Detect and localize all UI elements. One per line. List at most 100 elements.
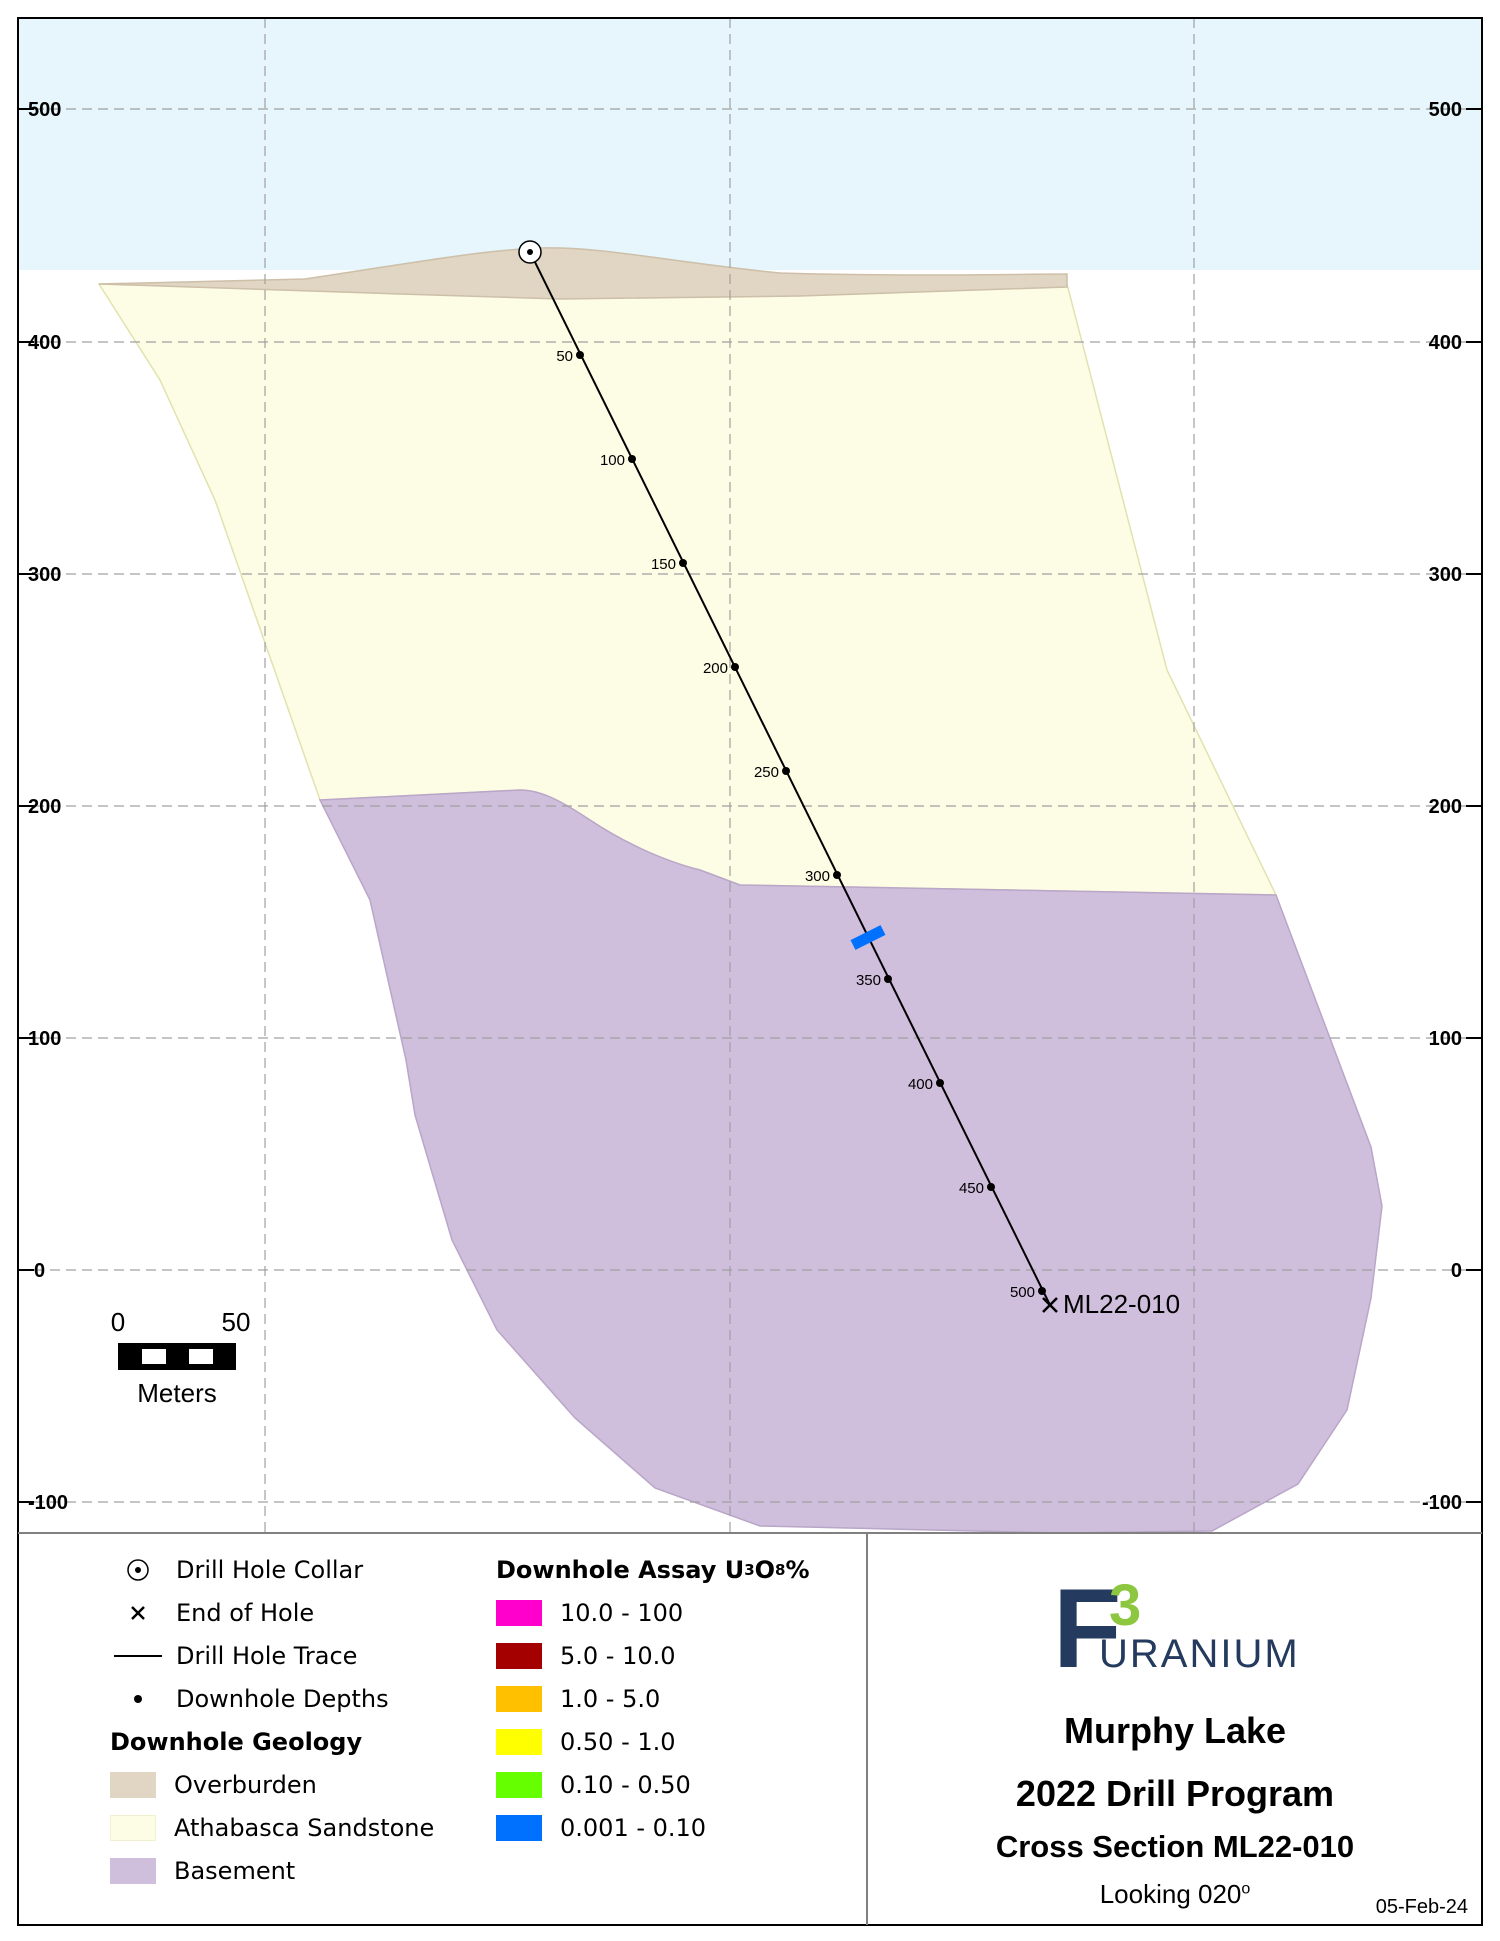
overburden-swatch xyxy=(110,1772,156,1798)
y-tick-label-right: 0 xyxy=(1451,1260,1462,1282)
legend-label: Downhole Depths xyxy=(176,1685,389,1713)
y-tick-label: 500 xyxy=(28,99,61,121)
y-tick-label: 300 xyxy=(28,564,61,586)
depth-label: 250 xyxy=(754,764,779,781)
legend-geology-heading: Downhole Geology xyxy=(110,1728,363,1756)
logo-word: URANIUM xyxy=(1099,1632,1300,1673)
legend-item-assay: 1.0 - 5.0 xyxy=(496,1682,660,1716)
depth-label: 300 xyxy=(805,868,830,885)
scale-max-label: 50 xyxy=(222,1307,251,1337)
assay-swatch xyxy=(496,1772,542,1798)
y-tick-label-right: 500 xyxy=(1429,99,1462,121)
scale-bar: 0 50 Meters xyxy=(111,1307,251,1408)
y-tick-label: 200 xyxy=(28,796,61,818)
assay-swatch xyxy=(496,1686,542,1712)
basement-zone xyxy=(318,789,1383,1534)
depth-dots xyxy=(576,351,1046,1295)
y-tick-label: 400 xyxy=(28,332,61,354)
collar-icon xyxy=(110,1557,166,1583)
legend-item-depths: Downhole Depths xyxy=(110,1682,389,1716)
basement-swatch xyxy=(110,1858,156,1884)
project-title: Murphy Lake xyxy=(1063,1710,1287,1751)
y-tick-label-right: -100 xyxy=(1422,1492,1462,1514)
legend-label: Overburden xyxy=(174,1771,317,1799)
logo-3: 3 xyxy=(1109,1573,1141,1638)
y-tick-label-right: 300 xyxy=(1429,564,1462,586)
depth-label: 500 xyxy=(1010,1284,1035,1301)
legend-label: 1.0 - 5.0 xyxy=(560,1685,661,1713)
title-block: F 3 URANIUM Murphy Lake 2022 Drill Progr… xyxy=(868,1533,1482,1925)
legend-label: End of Hole xyxy=(176,1599,315,1627)
legend-label: 0.50 - 1.0 xyxy=(560,1728,676,1756)
depth-dot-icon xyxy=(110,1693,166,1705)
logo-f: F xyxy=(1053,1573,1121,1673)
end-of-hole-icon xyxy=(1042,1297,1058,1313)
depth-label: 100 xyxy=(600,452,625,469)
assay-swatch xyxy=(496,1600,542,1626)
legend-label: 10.0 - 100 xyxy=(560,1599,684,1627)
legend-item-overburden: Overburden xyxy=(110,1768,317,1802)
legend: Drill Hole Collar End of Hole Drill Hole… xyxy=(18,1533,868,1925)
legend-item-assay: 0.10 - 0.50 xyxy=(496,1768,691,1802)
y-tick-label: 100 xyxy=(28,1028,61,1050)
legend-label: Athabasca Sandstone xyxy=(174,1814,435,1842)
assay-heading-sub: 8 xyxy=(775,1561,786,1579)
outer-frame xyxy=(17,17,1483,1926)
depth-label: 150 xyxy=(651,556,676,573)
assay-heading-sub: 3 xyxy=(744,1561,755,1579)
y-tick-marks xyxy=(18,108,1482,1503)
grid-lines xyxy=(18,18,1482,1533)
assay-heading-text: Downhole Assay U xyxy=(496,1556,745,1584)
collar-icon xyxy=(518,240,542,264)
legend-label: Drill Hole Collar xyxy=(176,1556,364,1584)
drill-hole-trace xyxy=(529,251,1051,1306)
depth-label: 200 xyxy=(703,660,728,677)
legend-item-assay: 0.50 - 1.0 xyxy=(496,1725,676,1759)
y-tick-label-right: 400 xyxy=(1429,332,1462,354)
assay-heading-text: % xyxy=(785,1556,810,1584)
looking-text: Looking 020 xyxy=(1099,1879,1242,1909)
legend-item-assay: 10.0 - 100 xyxy=(496,1596,683,1630)
legend-item-basement: Basement xyxy=(110,1854,295,1888)
degree-mark: o xyxy=(1241,1880,1251,1898)
program-title: 2022 Drill Program xyxy=(1015,1773,1335,1814)
trace-line-icon xyxy=(110,1651,166,1661)
legend-item-end-of-hole: End of Hole xyxy=(110,1596,314,1630)
assay-swatch xyxy=(496,1643,542,1669)
legend-item-assay: 0.001 - 0.10 xyxy=(496,1811,706,1845)
depth-label: 450 xyxy=(959,1180,984,1197)
map-date: 05-Feb-24 xyxy=(1375,1896,1468,1918)
legend-label: 0.10 - 0.50 xyxy=(560,1771,691,1799)
legend-item-assay: 5.0 - 10.0 xyxy=(496,1639,676,1673)
legend-label: Basement xyxy=(174,1857,296,1885)
sandstone-swatch xyxy=(110,1815,156,1841)
assay-swatch xyxy=(496,1815,542,1841)
y-tick-label: -100 xyxy=(28,1492,68,1514)
legend-item-trace: Drill Hole Trace xyxy=(110,1639,357,1673)
legend-label: Drill Hole Trace xyxy=(176,1642,358,1670)
scale-min-label: 0 xyxy=(111,1307,125,1337)
depth-label: 350 xyxy=(856,972,881,989)
looking-direction: Looking 020o xyxy=(868,1879,1482,1910)
depth-label: 50 xyxy=(556,348,573,365)
scale-unit-label: Meters xyxy=(137,1378,216,1408)
hole-id-label: ML22-010 xyxy=(1063,1289,1180,1319)
legend-label: 0.001 - 0.10 xyxy=(560,1814,707,1842)
assay-interval xyxy=(850,925,886,950)
end-of-hole-icon xyxy=(110,1603,166,1623)
sky-area xyxy=(18,18,1482,270)
y-tick-label-right: 100 xyxy=(1429,1028,1462,1050)
y-tick-label: 0 xyxy=(34,1260,45,1282)
overburden-zone xyxy=(98,247,1068,300)
legend-item-sandstone: Athabasca Sandstone xyxy=(110,1811,434,1845)
depth-label: 400 xyxy=(908,1076,933,1093)
legend-item-collar: Drill Hole Collar xyxy=(110,1553,363,1587)
section-title: Cross Section ML22-010 xyxy=(995,1829,1355,1864)
legend-assay-heading: Downhole Assay U 3 O 8% xyxy=(496,1553,810,1587)
assay-heading-text: O xyxy=(754,1556,776,1584)
f3-uranium-logo: F 3 URANIUM xyxy=(1053,1573,1300,1673)
legend-label: 5.0 - 10.0 xyxy=(560,1642,676,1670)
y-tick-label-right: 200 xyxy=(1429,796,1462,818)
assay-swatch xyxy=(496,1729,542,1755)
